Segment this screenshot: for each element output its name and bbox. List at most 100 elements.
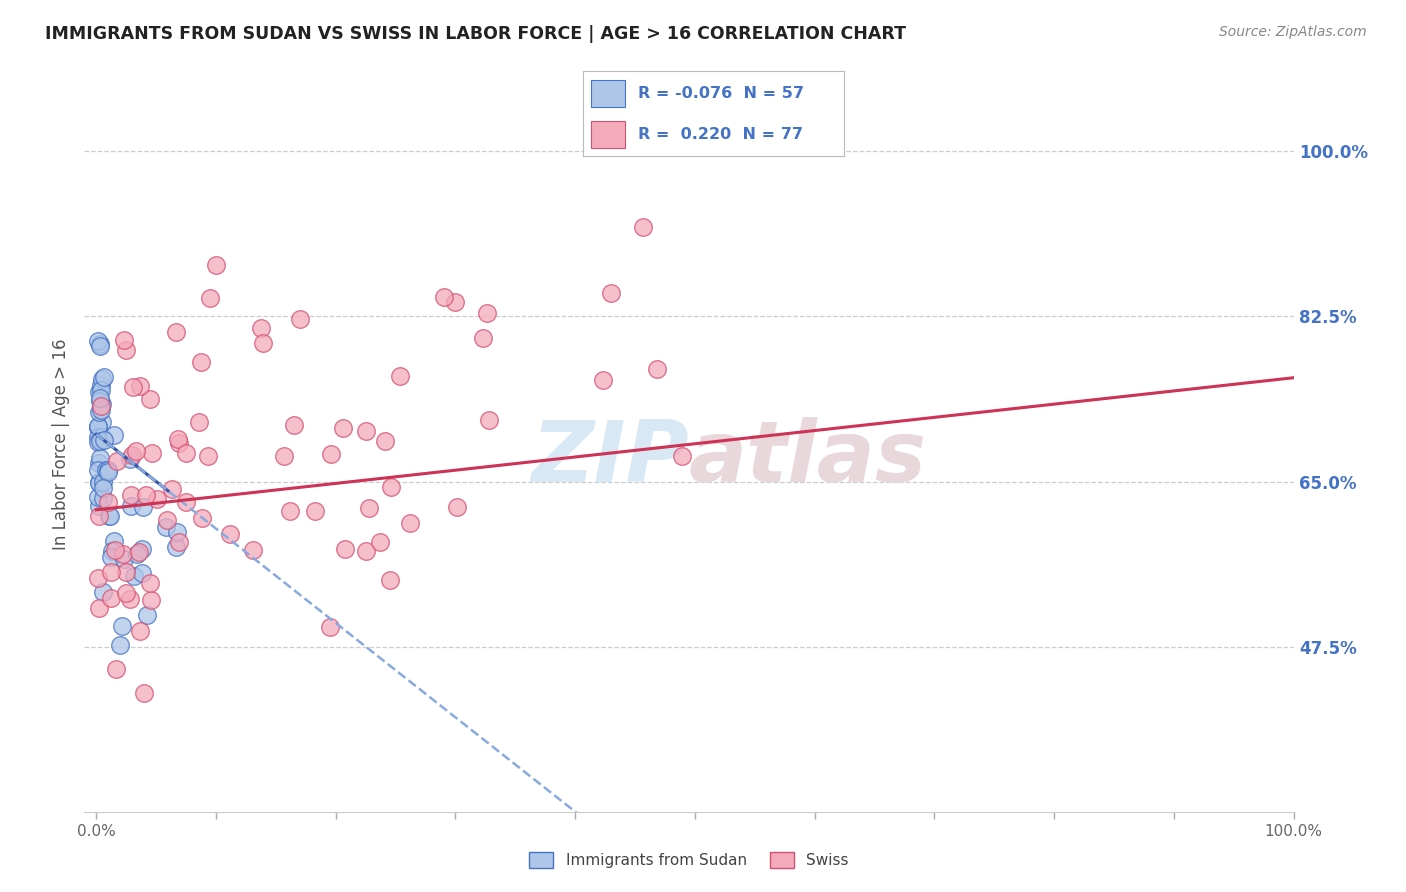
Point xyxy=(131,566,153,581)
Point xyxy=(356,425,378,439)
Point xyxy=(304,504,326,518)
Text: IMMIGRANTS FROM SUDAN VS SWISS IN LABOR FORCE | AGE > 16 CORRELATION CHART: IMMIGRANTS FROM SUDAN VS SWISS IN LABOR … xyxy=(45,25,905,43)
Point xyxy=(139,576,162,591)
Bar xyxy=(592,80,626,107)
Point xyxy=(111,619,134,633)
Text: R =  0.220  N = 77: R = 0.220 N = 77 xyxy=(638,127,803,142)
Point xyxy=(89,451,111,466)
Point xyxy=(112,547,135,561)
Point xyxy=(165,540,187,554)
Point xyxy=(174,446,197,460)
Point xyxy=(87,419,110,434)
Point xyxy=(86,430,108,444)
Point xyxy=(205,258,228,272)
Point xyxy=(91,475,114,490)
Point xyxy=(121,379,143,393)
Point xyxy=(112,552,135,566)
Point xyxy=(87,456,110,470)
Point xyxy=(122,569,145,583)
Point xyxy=(98,508,121,523)
Point xyxy=(219,526,242,541)
Point xyxy=(139,592,162,607)
Point xyxy=(112,334,135,348)
Point xyxy=(129,378,152,392)
Point xyxy=(87,508,110,523)
Point xyxy=(125,444,148,458)
Point xyxy=(145,492,167,507)
Point xyxy=(89,339,111,353)
Point xyxy=(167,535,190,549)
Point xyxy=(190,355,212,369)
Point xyxy=(89,385,111,400)
Point xyxy=(104,662,127,676)
Point xyxy=(156,513,179,527)
Point xyxy=(288,312,311,326)
Point xyxy=(354,544,377,558)
Point xyxy=(160,483,183,497)
Point xyxy=(446,500,468,514)
Point xyxy=(374,434,396,449)
Point xyxy=(93,585,115,599)
Point xyxy=(357,500,380,515)
Point xyxy=(89,601,111,615)
Point xyxy=(166,524,188,539)
Point xyxy=(273,450,295,464)
Text: R = -0.076  N = 57: R = -0.076 N = 57 xyxy=(638,86,804,101)
Point xyxy=(97,463,120,477)
Point xyxy=(380,480,402,494)
Point xyxy=(87,435,110,450)
Point xyxy=(139,392,162,406)
Point xyxy=(120,499,142,513)
Point xyxy=(389,369,412,384)
Point xyxy=(647,362,669,376)
Point xyxy=(132,500,155,515)
Legend: Immigrants from Sudan, Swiss: Immigrants from Sudan, Swiss xyxy=(523,846,855,874)
Point xyxy=(90,372,112,386)
Point xyxy=(108,638,131,652)
Point xyxy=(599,286,621,301)
Point xyxy=(118,451,141,466)
Point xyxy=(190,511,212,525)
Point xyxy=(115,343,138,358)
Point xyxy=(90,383,112,397)
Point xyxy=(89,391,111,405)
Point xyxy=(104,543,127,558)
Point xyxy=(100,549,122,564)
Text: Source: ZipAtlas.com: Source: ZipAtlas.com xyxy=(1219,25,1367,39)
Point xyxy=(174,494,197,508)
Point xyxy=(89,431,111,445)
Point xyxy=(155,520,177,534)
Point xyxy=(103,534,125,549)
Point xyxy=(444,295,467,310)
Point xyxy=(94,463,117,477)
Point xyxy=(135,487,157,501)
Point xyxy=(198,291,221,305)
Bar xyxy=(592,120,626,147)
Point xyxy=(100,591,122,605)
Point xyxy=(333,542,356,557)
Point xyxy=(98,508,121,523)
Point xyxy=(87,419,110,434)
Point xyxy=(101,543,124,558)
Point xyxy=(91,430,114,444)
Point xyxy=(250,320,273,334)
Point xyxy=(114,586,136,600)
Point xyxy=(197,450,219,464)
Point xyxy=(242,542,264,557)
Point xyxy=(89,393,111,408)
Point xyxy=(118,592,141,607)
Point xyxy=(93,433,115,447)
Point xyxy=(131,541,153,556)
Point xyxy=(103,428,125,442)
Point xyxy=(97,495,120,509)
Point xyxy=(87,499,110,513)
Point xyxy=(278,503,301,517)
Point xyxy=(87,334,110,348)
Point xyxy=(141,446,163,460)
Point xyxy=(319,620,342,634)
Point xyxy=(671,449,693,463)
Point xyxy=(129,624,152,639)
Point xyxy=(252,336,274,351)
Point xyxy=(188,415,211,429)
Point xyxy=(399,516,422,530)
